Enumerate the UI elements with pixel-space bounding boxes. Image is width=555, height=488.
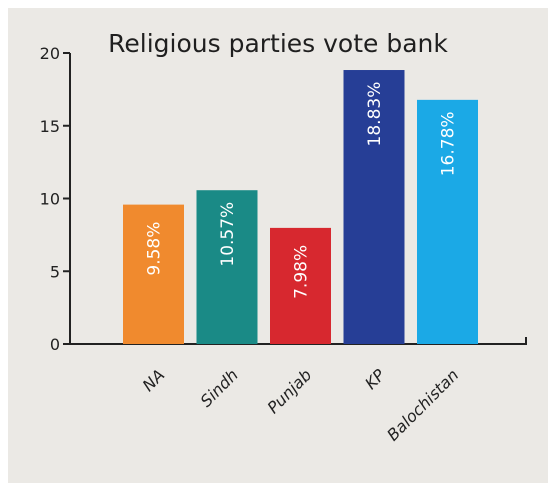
y-tick-label: 20 xyxy=(40,44,60,63)
y-tick-label: 0 xyxy=(50,335,60,354)
x-category-label: Punjab xyxy=(263,365,315,417)
x-category-label: Balochistan xyxy=(383,365,462,444)
bars xyxy=(123,70,478,344)
bar-punjab xyxy=(270,227,331,344)
chart-title: Religious parties vote bank xyxy=(108,29,448,58)
bar-balochistan xyxy=(417,99,478,344)
bar-value-labels: 9.58% 10.57% 7.98% 18.83% 16.78% xyxy=(145,82,459,299)
bar-sindh xyxy=(196,190,258,344)
vote-bank-bar-chart: Religious parties vote bank 0 5 10 15 20 9.5… xyxy=(40,29,527,445)
bar-kp xyxy=(343,70,405,344)
x-category-label: NA xyxy=(139,365,169,395)
bar-value-label: 9.58% xyxy=(145,222,165,276)
x-category-label: KP xyxy=(361,365,389,393)
bar-na xyxy=(123,204,184,344)
y-tick-label: 15 xyxy=(40,117,60,136)
chart-panel: Religious parties vote bank 0 5 10 15 20 9.5… xyxy=(8,8,548,483)
x-category-label: Sindh xyxy=(197,365,242,410)
bar-value-label: 7.98% xyxy=(292,245,312,299)
y-axis: 0 5 10 15 20 xyxy=(40,44,71,354)
bar-value-label: 18.83% xyxy=(365,82,385,147)
y-tick-label: 10 xyxy=(40,190,60,209)
bar-value-label: 16.78% xyxy=(439,111,459,176)
y-tick-label: 5 xyxy=(50,262,60,281)
bar-value-label: 10.57% xyxy=(218,202,238,267)
